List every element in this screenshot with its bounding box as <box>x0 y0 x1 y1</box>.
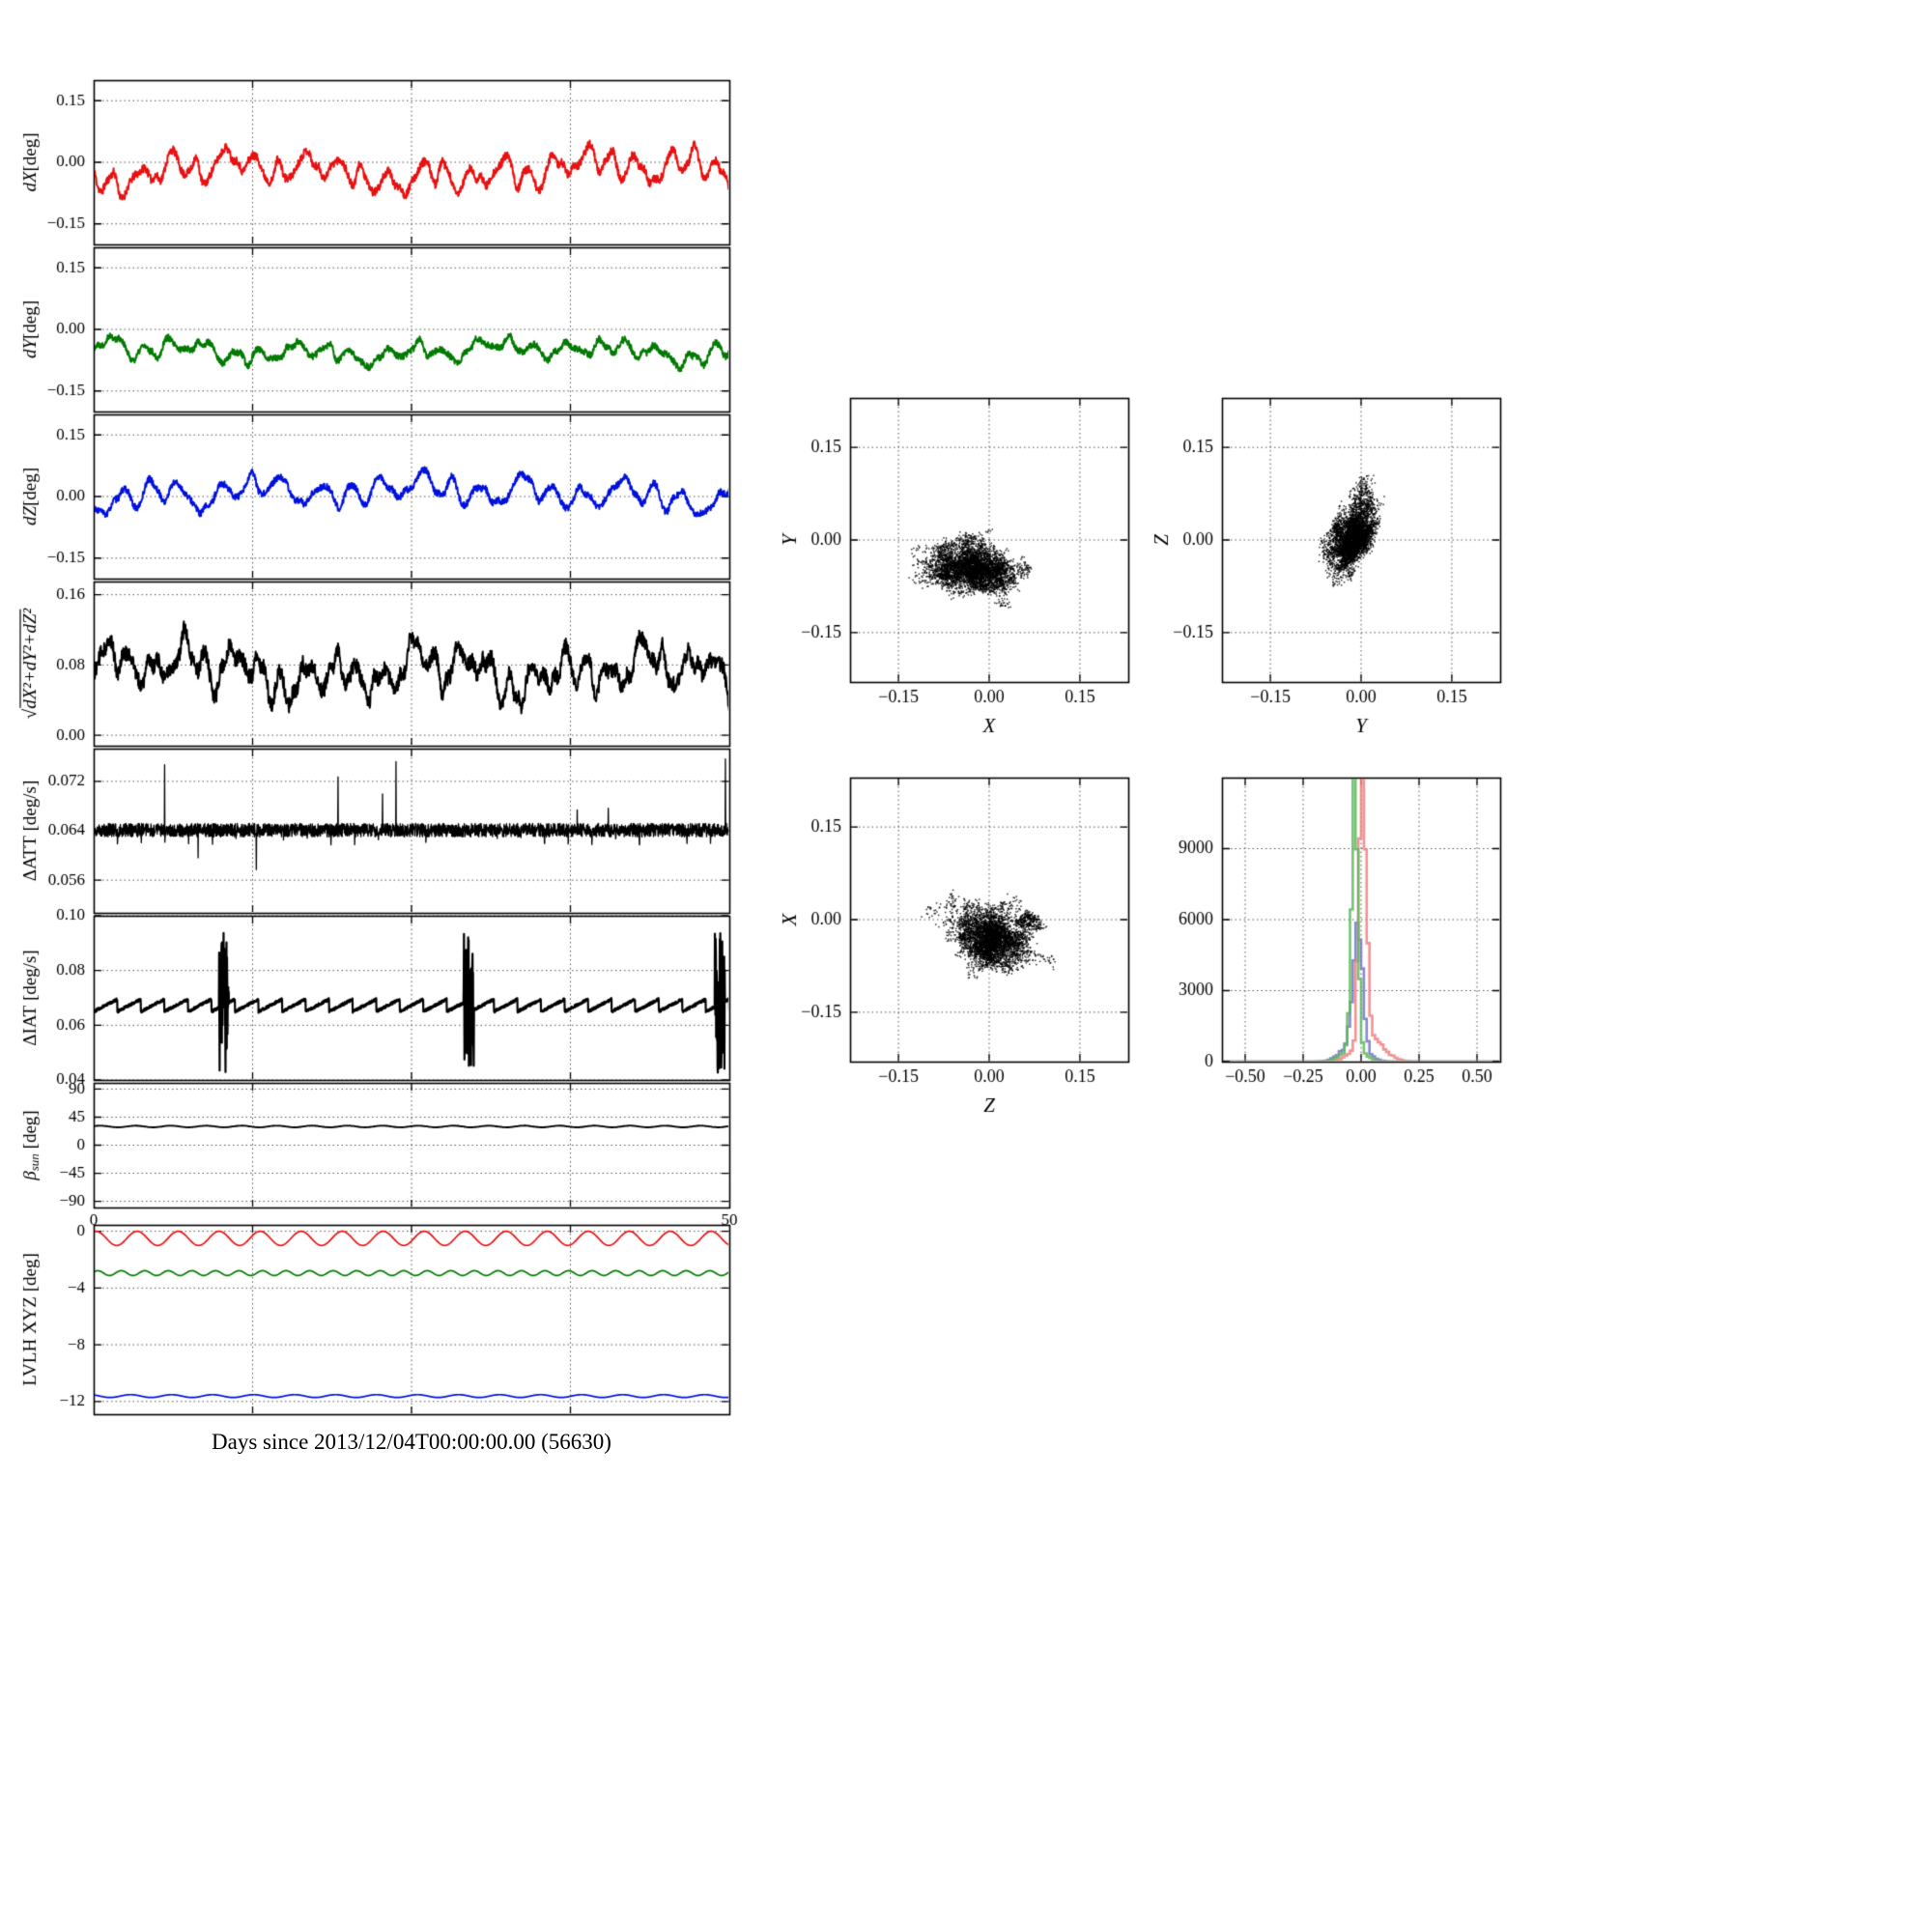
x-axis-title: Days since 2013/12/04T00:00:00.00 (56630… <box>212 1430 611 1454</box>
